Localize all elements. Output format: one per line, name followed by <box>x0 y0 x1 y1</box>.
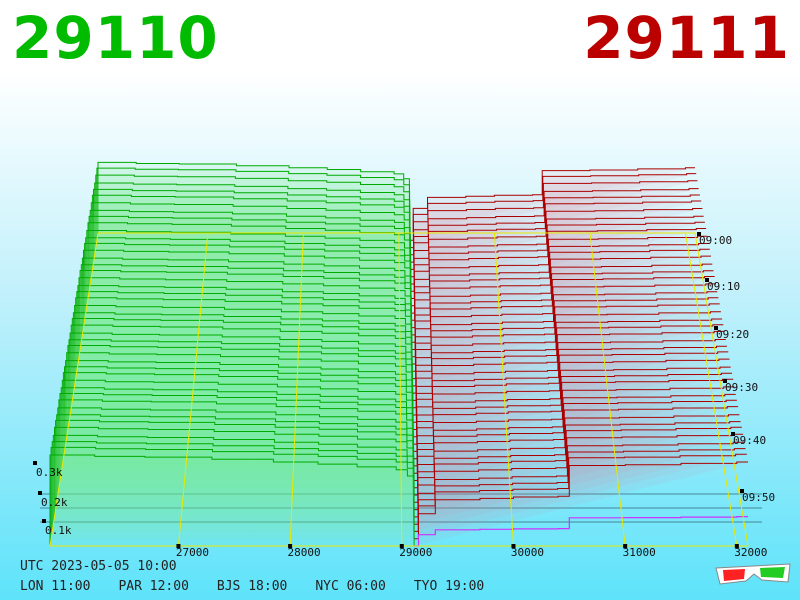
ask-price: 29111 <box>583 4 790 72</box>
price-gridline <box>493 232 514 547</box>
price-gridline <box>398 232 403 547</box>
price-tick-marker <box>734 544 739 548</box>
bid-depth-slice <box>85 237 412 314</box>
depth-tick-marker <box>42 519 46 523</box>
ask-depth-slice <box>414 461 748 547</box>
utc-timestamp: UTC 2023-05-05 10:00 <box>20 559 177 574</box>
bid-depth-slice <box>79 270 412 350</box>
price-tick-marker <box>623 544 628 548</box>
bid-depth-slice <box>96 167 410 241</box>
time-tick-marker <box>740 489 744 493</box>
price-tick-label: 30000 <box>511 546 544 559</box>
bid-depth-slice <box>49 454 415 546</box>
time-tick-marker <box>723 379 727 383</box>
depth-tick-marker <box>38 491 42 495</box>
time-tick-label: 09:50 <box>742 491 775 504</box>
price-tick-marker <box>399 544 404 548</box>
time-tick-label: 09:40 <box>733 434 766 447</box>
bid-depth-slice <box>64 366 414 452</box>
bid-depth-slice <box>71 318 413 401</box>
price-tick-label: 27000 <box>176 546 209 559</box>
price-gridline <box>177 232 209 547</box>
city-clock-lon: LON 11:00 <box>20 579 91 594</box>
price-tick-marker <box>176 544 181 548</box>
floor-grid <box>49 232 749 547</box>
bid-depth-slice <box>94 182 411 255</box>
bid-depth-slice <box>54 426 415 517</box>
depth-tick-marker <box>33 461 37 465</box>
bid-depth-slice <box>97 161 410 233</box>
time-tick-marker <box>731 432 735 436</box>
bid-price: 29110 <box>12 4 219 72</box>
price-tick-label: 29000 <box>399 546 432 559</box>
price-gridline <box>684 232 738 547</box>
bid-depth-slice <box>75 297 413 379</box>
time-tick-marker <box>697 232 701 236</box>
city-clock-par: PAR 12:00 <box>118 579 189 594</box>
time-tick-label: 09:00 <box>699 234 732 247</box>
depth-tick-label: 0.1k <box>45 524 72 537</box>
ask-front-outline <box>414 515 748 547</box>
bid-depth-slice <box>52 434 415 525</box>
axis-labels: 27000 28000 29000 30000 31000 32000 0.1k 0.2k 0.… <box>33 232 775 559</box>
depth-slices <box>49 161 748 547</box>
price-tick-label: 28000 <box>288 546 321 559</box>
price-tick-label: 32000 <box>734 546 767 559</box>
bid-depth-slice <box>59 393 414 481</box>
3d-glasses-icon[interactable] <box>714 560 792 590</box>
price-tick-marker <box>511 544 516 548</box>
floor-right-edge <box>694 232 749 547</box>
price-tick-marker <box>288 544 293 548</box>
bid-depth-slice <box>95 174 411 248</box>
floor-left-edge <box>49 232 99 547</box>
depth-tick-label: 0.2k <box>41 496 68 509</box>
depth-tick-label: 0.3k <box>36 466 63 479</box>
time-tick-label: 09:30 <box>725 381 758 394</box>
bid-depth-slice <box>76 291 412 372</box>
bid-depth-slice <box>81 257 412 335</box>
city-clock-nyc: NYC 06:00 <box>315 579 386 594</box>
bid-depth-slice <box>50 446 415 539</box>
time-tick-label: 09:20 <box>716 328 749 341</box>
bid-depth-slice <box>70 324 413 408</box>
price-tick-label: 31000 <box>623 546 656 559</box>
bid-depth-slice <box>80 264 412 343</box>
price-gridline <box>589 232 626 547</box>
time-tick-label: 09:10 <box>707 280 740 293</box>
price-gridline <box>289 232 304 547</box>
city-clocks: LON 11:00 PAR 12:00 BJS 18:00 NYC 06:00 … <box>20 579 484 594</box>
bid-depth-slice <box>74 305 413 386</box>
time-tick-marker <box>705 278 709 282</box>
bid-depth-slice <box>78 277 412 357</box>
city-clock-tyo: TYO 19:00 <box>413 579 485 594</box>
time-tick-marker <box>714 326 718 330</box>
city-clock-bjs: BJS 18:00 <box>216 579 288 594</box>
